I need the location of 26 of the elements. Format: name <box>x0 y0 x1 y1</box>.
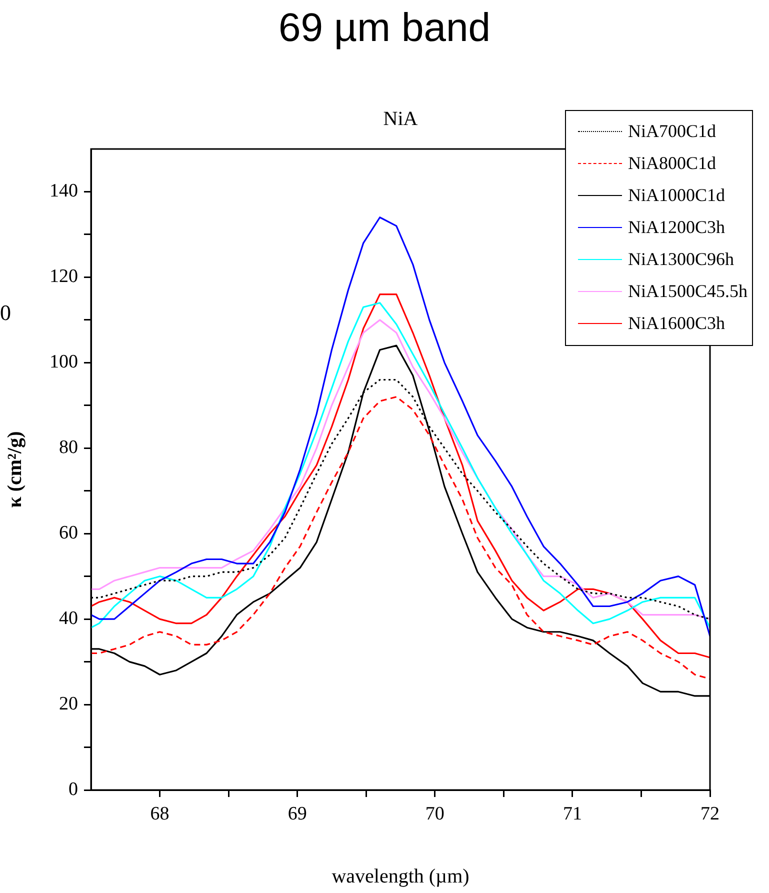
text: 0 <box>0 300 11 326</box>
y-tick-label: 100 <box>50 352 78 373</box>
legend-label: NiA1200C3h <box>628 216 726 238</box>
y-tick-label: 40 <box>59 608 78 630</box>
legend-label: NiA1600C3h <box>628 312 726 334</box>
y-tick-label: 140 <box>50 180 78 202</box>
x-tick-label: 68 <box>150 803 170 824</box>
chart-subtitle: NiA <box>383 108 418 130</box>
y-tick-label: 80 <box>59 437 78 458</box>
y-tick-label: 20 <box>59 694 78 715</box>
legend-label: NiA700C1d <box>628 120 716 142</box>
y-axis-title: κ (cm²/g) <box>4 431 26 508</box>
chart-title: 69 µm band <box>277 6 492 51</box>
x-tick-label: 71 <box>562 803 582 824</box>
x-axis-title: wavelength (µm) <box>332 865 470 888</box>
legend-label: NiA800C1d <box>628 152 716 174</box>
y-tick-label: 0 <box>68 778 78 800</box>
y-tick-label: 60 <box>59 522 78 544</box>
legend-label: NiA1000C1d <box>628 184 726 206</box>
y-tick-label: 120 <box>50 266 78 288</box>
line-series <box>91 396 710 680</box>
x-tick-label: 69 <box>288 803 307 824</box>
legend-label: NiA1300C96h <box>628 248 734 270</box>
x-tick-label: 72 <box>700 803 720 824</box>
legend-label: NiA1500C45.5h <box>628 280 748 302</box>
x-tick-label: 70 <box>425 803 444 824</box>
